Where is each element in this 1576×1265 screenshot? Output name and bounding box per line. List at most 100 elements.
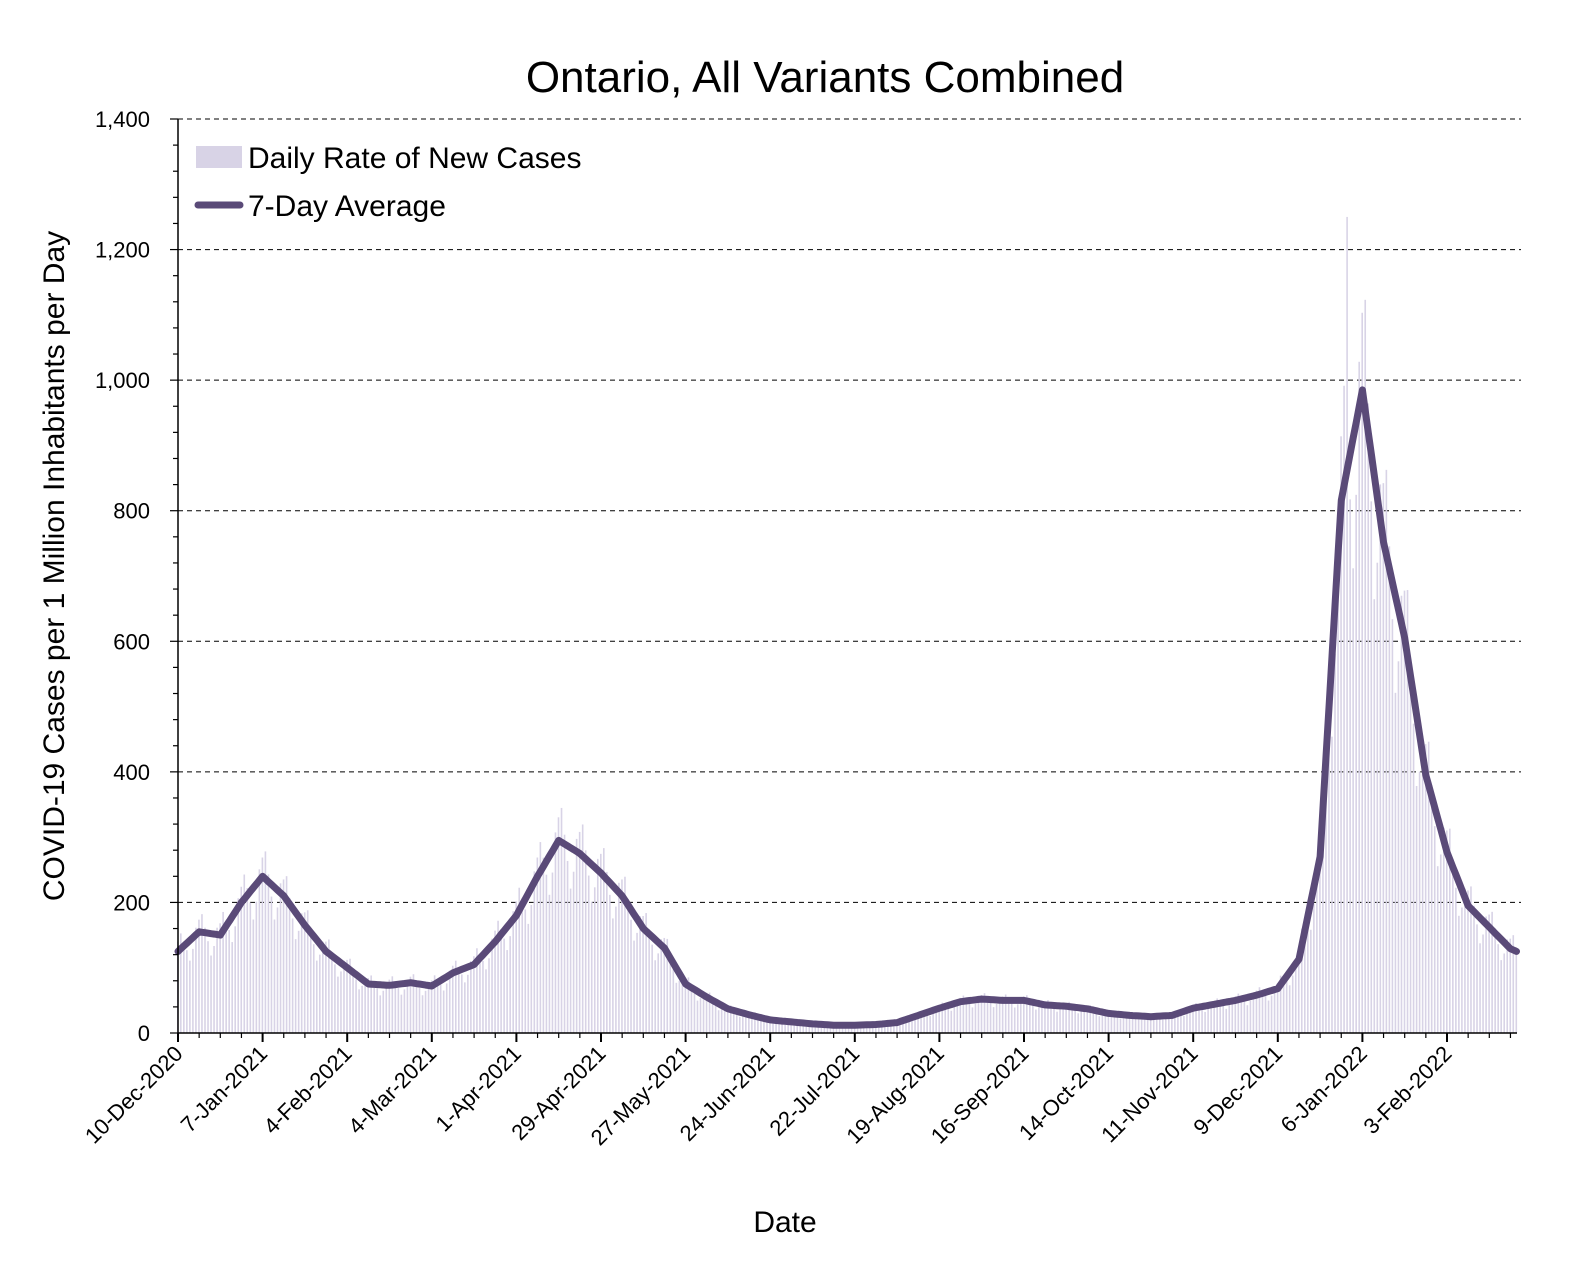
daily-bar: [349, 958, 351, 1033]
daily-bar: [738, 1016, 741, 1033]
daily-bar: [1183, 1016, 1185, 1033]
daily-bar: [482, 960, 484, 1033]
daily-bar: [932, 1012, 934, 1033]
daily-bar: [1367, 403, 1370, 1033]
daily-bar: [820, 1025, 823, 1033]
daily-bar: [1198, 1005, 1200, 1033]
daily-bar: [506, 950, 508, 1033]
daily-bar: [766, 1018, 768, 1033]
daily-bar: [1019, 998, 1022, 1033]
daily-bar: [1131, 1012, 1134, 1033]
daily-bar: [225, 920, 227, 1033]
daily-bar: [334, 964, 336, 1033]
daily-bar: [714, 1004, 717, 1033]
daily-bar: [1503, 953, 1506, 1033]
daily-bar: [542, 857, 545, 1033]
daily-bar: [1001, 996, 1004, 1033]
y-tick-label: 1,000: [95, 368, 150, 393]
daily-bar: [494, 930, 496, 1033]
daily-bar: [1310, 929, 1312, 1033]
daily-bar: [201, 914, 203, 1033]
daily-bar: [950, 1010, 953, 1033]
daily-bar: [551, 872, 554, 1033]
daily-bar: [1449, 828, 1451, 1033]
daily-bar: [1152, 1013, 1155, 1033]
daily-bar: [509, 936, 511, 1033]
daily-bar: [1195, 1003, 1197, 1033]
daily-bar: [1388, 546, 1391, 1033]
daily-bar: [186, 950, 188, 1033]
daily-bar: [1364, 299, 1367, 1033]
daily-bar: [1041, 1002, 1043, 1033]
daily-bar: [1294, 958, 1297, 1033]
daily-bar: [394, 982, 397, 1033]
daily-bar: [699, 998, 702, 1033]
daily-bar: [1059, 1009, 1061, 1033]
daily-bar: [1222, 1005, 1225, 1033]
daily-bar: [385, 981, 388, 1033]
daily-bar: [1473, 905, 1475, 1033]
daily-bar: [1334, 653, 1336, 1033]
daily-bar: [1216, 998, 1218, 1033]
daily-bar: [1240, 997, 1243, 1033]
daily-bar: [1016, 1004, 1019, 1033]
daily-bar: [693, 993, 696, 1033]
daily-bar: [1010, 1002, 1013, 1033]
daily-bar: [331, 952, 333, 1033]
daily-bar: [612, 918, 614, 1033]
daily-bar: [865, 1026, 868, 1033]
daily-bar: [454, 960, 457, 1033]
daily-bar: [403, 989, 406, 1033]
daily-bar: [1436, 866, 1439, 1033]
daily-bar: [312, 944, 315, 1033]
daily-bar: [1210, 1002, 1212, 1033]
daily-bar: [352, 969, 354, 1033]
daily-bar: [1161, 1019, 1164, 1033]
daily-bar: [989, 1002, 992, 1033]
daily-bar: [1418, 771, 1421, 1033]
daily-bar: [315, 960, 318, 1033]
daily-bar: [530, 904, 533, 1033]
daily-bar: [1467, 890, 1469, 1033]
x-axis-label: Date: [753, 1206, 816, 1239]
daily-bar: [684, 978, 687, 1033]
daily-bar: [1035, 1009, 1037, 1033]
daily-bar: [1488, 914, 1490, 1033]
daily-bar: [521, 897, 524, 1033]
daily-bar: [648, 929, 650, 1033]
daily-bar: [1258, 987, 1261, 1033]
daily-bar: [1303, 924, 1306, 1033]
daily-bar: [343, 960, 345, 1033]
daily-bar: [267, 874, 270, 1033]
daily-bar: [742, 1015, 744, 1033]
daily-bar: [1155, 1015, 1158, 1033]
daily-bar: [678, 980, 681, 1033]
daily-bar: [754, 1015, 756, 1033]
daily-bar: [1412, 723, 1415, 1033]
seven-day-average-line: [174, 386, 1520, 1029]
daily-bar: [340, 971, 342, 1033]
daily-bar: [953, 1007, 956, 1033]
daily-bar: [485, 969, 487, 1033]
daily-bar: [306, 910, 309, 1033]
daily-bar: [397, 988, 400, 1033]
daily-bar: [1379, 484, 1382, 1033]
daily-bar: [1007, 998, 1010, 1033]
daily-bar: [717, 1010, 720, 1033]
daily-bar: [216, 927, 218, 1033]
daily-bar: [400, 994, 403, 1033]
daily-bar: [391, 976, 394, 1033]
daily-bar: [618, 882, 620, 1033]
daily-bar: [406, 979, 409, 1033]
daily-bar: [1500, 960, 1502, 1033]
daily-bar: [1231, 998, 1234, 1033]
x-tick-label: 6-Jan-2022: [1276, 1041, 1372, 1137]
daily-bar: [1515, 947, 1518, 1033]
daily-bar: [524, 909, 527, 1033]
daily-bar: [914, 1015, 916, 1033]
daily-bar: [497, 920, 499, 1033]
daily-bar: [666, 938, 669, 1033]
daily-bar: [379, 995, 382, 1033]
daily-bar: [355, 979, 357, 1033]
daily-bar: [1074, 1009, 1076, 1033]
